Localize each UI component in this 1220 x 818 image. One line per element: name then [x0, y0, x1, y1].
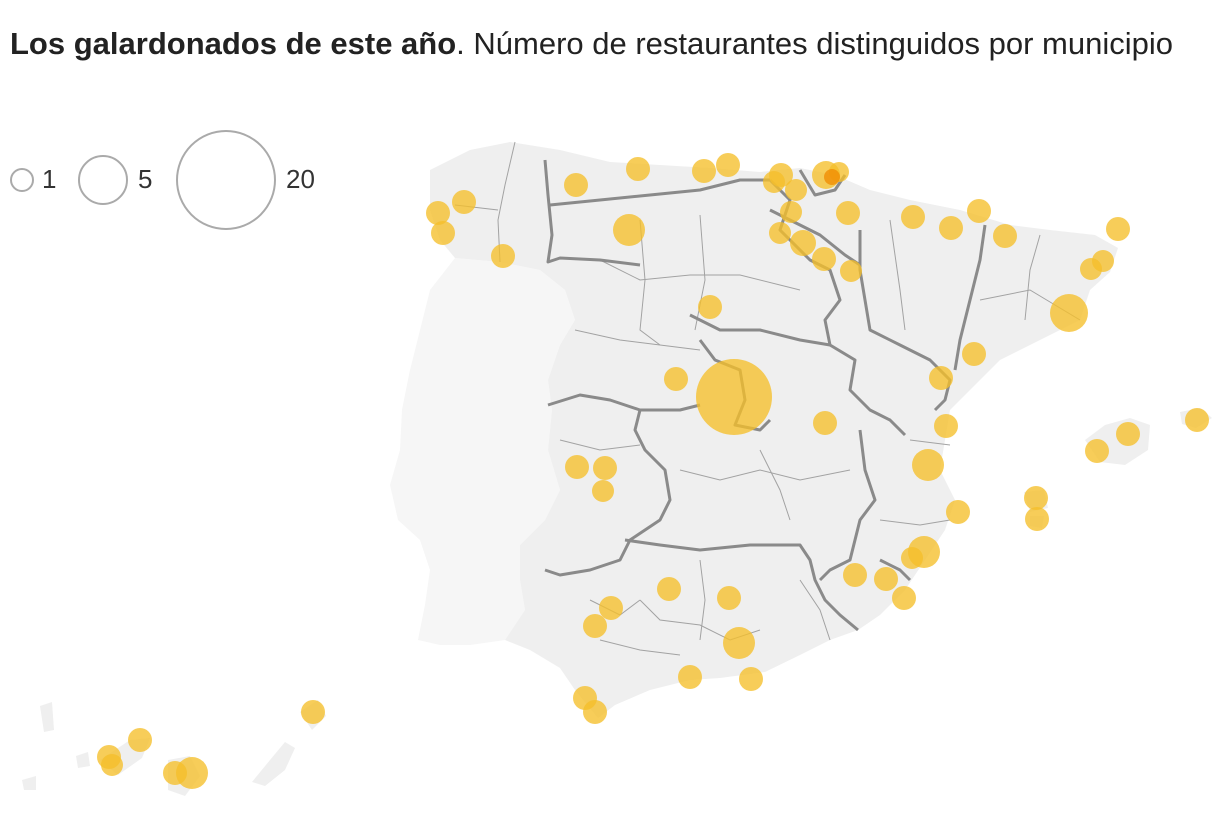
bubble-murcia-2: [874, 567, 898, 591]
bubble-huesca: [901, 205, 925, 229]
legend-circle-1: [10, 168, 34, 192]
legend-label-1: 1: [42, 164, 57, 194]
bubble-ourense: [491, 244, 515, 268]
bubble-menorca: [1185, 408, 1209, 432]
bubble-asturias-west: [564, 173, 588, 197]
bubble-palma: [1085, 439, 1109, 463]
bubble-huesca-2: [939, 216, 963, 240]
bubble-ibiza-2: [1025, 507, 1049, 531]
size-legend: 1 5 20: [0, 124, 340, 236]
legend-label-20: 20: [286, 164, 315, 194]
title-bold: Los galardonados de este año: [10, 26, 457, 61]
bubble-castellon: [934, 414, 958, 438]
bubble-overlap-highlight: [824, 169, 840, 185]
bubble-santiago: [431, 221, 455, 245]
bubble-castellon-north: [929, 366, 953, 390]
bubble-girona-2: [1080, 258, 1102, 280]
bubble-jaen: [717, 586, 741, 610]
bubble-tenerife-west-2: [101, 754, 123, 776]
page-title: Los galardonados de este año. Número de …: [10, 22, 1190, 66]
bubble-almunecar: [739, 667, 763, 691]
bubble-leon: [613, 214, 645, 246]
legend-circle-20: [176, 130, 276, 230]
bubble-ibiza: [1024, 486, 1048, 510]
legend-circles: [10, 130, 276, 230]
bubble-bizkaia-4: [780, 201, 802, 223]
bubble-girona-coast: [1106, 217, 1130, 241]
bubble-cantabria: [692, 159, 716, 183]
bubble-tarragona: [962, 342, 986, 366]
bubble-avila: [664, 367, 688, 391]
legend-label-5: 5: [138, 164, 153, 194]
bubble-navarra: [836, 201, 860, 225]
title-rest: . Número de restaurantes distinguidos po…: [456, 26, 1173, 61]
bubble-santander: [716, 153, 740, 177]
bubble-mallorca-north: [1116, 422, 1140, 446]
bubble-cordoba: [657, 577, 681, 601]
bubble-caceres-2: [593, 456, 617, 480]
bubble-granada: [723, 627, 755, 659]
bubble-murcia: [843, 563, 867, 587]
bubble-a-coruna: [426, 201, 450, 225]
bubble-lleida: [993, 224, 1017, 248]
canary-el-hierro: [22, 776, 36, 790]
bubble-malaga: [678, 665, 702, 689]
bubble-galicia-north: [452, 190, 476, 214]
bubble-cuenca: [813, 411, 837, 435]
bubble-madrid: [696, 359, 772, 435]
bubble-burgos-north: [769, 222, 791, 244]
canary-la-palma: [40, 702, 54, 732]
bubble-barcelona: [1050, 294, 1088, 332]
bubble-badajoz: [592, 480, 614, 502]
bubble-navarra-south: [840, 260, 862, 282]
bubble-asturias: [626, 157, 650, 181]
bubble-lanzarote: [301, 700, 325, 724]
bubble-valladolid: [698, 295, 722, 319]
spain-land: [430, 142, 1118, 718]
bubble-tenerife-south: [176, 757, 208, 789]
bubble-denia: [946, 500, 970, 524]
canary-fuerteventura: [252, 742, 295, 786]
bubble-bizkaia-3: [785, 179, 807, 201]
bubble-caceres: [565, 455, 589, 479]
bubble-la-rioja: [812, 247, 836, 271]
bubble-valencia: [912, 449, 944, 481]
canary-la-gomera: [76, 752, 90, 768]
bubble-alicante-2: [901, 547, 923, 569]
portugal-land: [390, 258, 575, 645]
bubble-sevilla: [599, 596, 623, 620]
bubble-sevilla-2: [583, 614, 607, 638]
legend-circle-5: [78, 155, 128, 205]
bubble-bizkaia-2: [763, 171, 785, 193]
bubble-lleida-north: [967, 199, 991, 223]
bubble-cadiz-2: [583, 700, 607, 724]
bubble-tenerife-north: [128, 728, 152, 752]
bubbles: [97, 153, 1209, 789]
bubble-alava: [790, 230, 816, 256]
bubble-tenerife-south-2: [163, 761, 187, 785]
bubble-cartagena: [892, 586, 916, 610]
